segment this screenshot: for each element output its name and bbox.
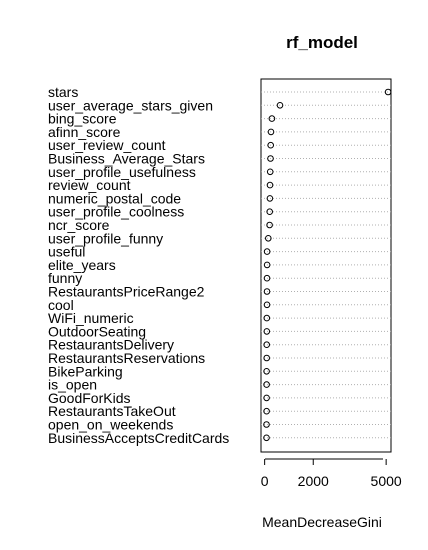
category-label: BusinessAcceptsCreditCards bbox=[48, 430, 229, 446]
category-label: is_open bbox=[48, 377, 97, 393]
data-point bbox=[263, 381, 270, 388]
category-label: user_review_count bbox=[48, 137, 166, 153]
category-label: user_profile_funny bbox=[48, 230, 163, 246]
category-label: RestaurantsPriceRange2 bbox=[48, 284, 205, 300]
chart-title: rf_model bbox=[286, 33, 358, 52]
data-point bbox=[263, 248, 271, 255]
category-label: OutdoorSeating bbox=[48, 323, 146, 339]
plot-box bbox=[260, 78, 392, 453]
category-label: RestaurantsReservations bbox=[48, 350, 205, 366]
category-label: ncr_score bbox=[48, 217, 110, 233]
data-point bbox=[384, 88, 392, 96]
data-point bbox=[267, 128, 275, 136]
category-label: GoodForKids bbox=[48, 390, 130, 406]
category-label: open_on_weekends bbox=[48, 417, 173, 433]
x-axis: 0 2000 5000 bbox=[261, 458, 402, 489]
data-point bbox=[263, 328, 271, 335]
data-point bbox=[266, 208, 274, 215]
data-point bbox=[263, 301, 271, 309]
data-point bbox=[266, 195, 274, 202]
data-point bbox=[266, 221, 273, 229]
data-point bbox=[276, 102, 284, 109]
data-point bbox=[263, 394, 270, 402]
category-label: bing_score bbox=[48, 111, 117, 127]
grid-lines bbox=[261, 91, 391, 439]
category-label: funny bbox=[48, 270, 82, 286]
category-label: user_average_stars_given bbox=[48, 97, 213, 113]
data-point bbox=[267, 155, 274, 162]
category-label: user_profile_coolness bbox=[48, 204, 184, 220]
category-label: cool bbox=[48, 297, 74, 313]
category-label: stars bbox=[48, 84, 78, 100]
x-tick-label: 2000 bbox=[298, 473, 329, 489]
x-tick-label: 0 bbox=[261, 473, 269, 489]
data-point bbox=[263, 368, 270, 375]
x-tick-label: 5000 bbox=[371, 473, 402, 489]
data-point bbox=[263, 288, 271, 295]
category-label: useful bbox=[48, 244, 85, 260]
data-point bbox=[263, 341, 271, 349]
category-label: user_profile_usefulness bbox=[48, 164, 196, 180]
category-label: review_count bbox=[48, 177, 131, 193]
data-point bbox=[265, 235, 272, 242]
data-point bbox=[263, 314, 271, 322]
category-label: RestaurantsDelivery bbox=[48, 337, 174, 353]
data-point bbox=[266, 181, 274, 189]
category-label: Business_Average_Stars bbox=[48, 151, 205, 167]
data-point bbox=[263, 274, 271, 282]
category-label: BikeParking bbox=[48, 363, 123, 379]
data-point bbox=[266, 168, 274, 176]
x-axis-title: MeanDecreaseGini bbox=[262, 514, 382, 530]
data-point bbox=[263, 434, 270, 442]
category-label: elite_years bbox=[48, 257, 116, 273]
category-label: RestaurantsTakeOut bbox=[48, 403, 176, 419]
data-point bbox=[263, 421, 270, 428]
category-label: WiFi_numeric bbox=[48, 310, 134, 326]
data-point bbox=[263, 354, 271, 362]
data-point bbox=[268, 115, 276, 122]
category-label: afinn_score bbox=[48, 124, 121, 140]
category-label: numeric_postal_code bbox=[48, 190, 181, 206]
data-points bbox=[263, 88, 392, 442]
data-point bbox=[263, 407, 270, 415]
data-point bbox=[267, 141, 275, 149]
category-labels: starsuser_average_stars_givenbing_scorea… bbox=[48, 84, 229, 446]
data-point bbox=[263, 261, 271, 269]
